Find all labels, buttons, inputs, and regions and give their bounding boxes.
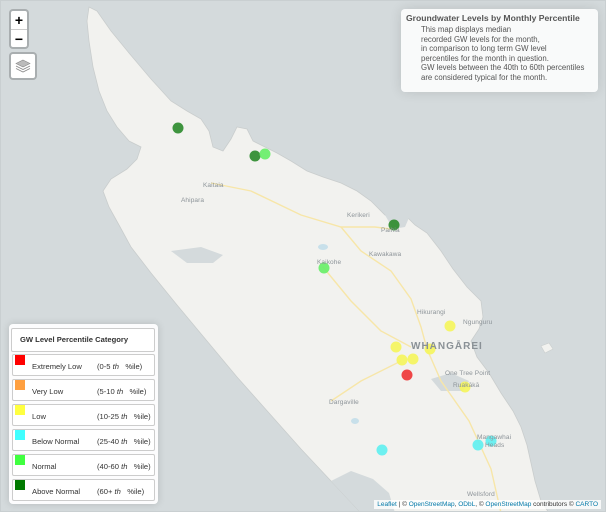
gw-site-marker[interactable] xyxy=(459,381,471,393)
legend-label: Low xyxy=(32,412,46,421)
legend-item-normal: Normal (40-60 th %ile) xyxy=(12,454,155,476)
layers-button[interactable] xyxy=(9,52,37,80)
legend-label: Very Low xyxy=(32,387,64,396)
legend-range: (25-40 th %ile) xyxy=(97,437,151,446)
place-whangarei: WHANGĀREI xyxy=(411,341,483,352)
harbour-hokianga xyxy=(171,247,223,263)
legend-swatch xyxy=(15,430,25,440)
gw-site-marker[interactable] xyxy=(388,219,400,231)
place-kaikohe: Kaikohe xyxy=(317,259,342,266)
legend-label: Normal xyxy=(32,462,57,471)
legend-range: (10-25 th %ile) xyxy=(97,412,151,421)
map-attribution: Leaflet | © OpenStreetMap, ODbL, © OpenS… xyxy=(374,500,601,509)
lake-omapere xyxy=(318,244,328,250)
layers-icon xyxy=(15,59,31,73)
zoom-out-button[interactable]: − xyxy=(11,29,27,47)
info-line: in comparison to long term GW level xyxy=(421,44,547,54)
legend-range: (60+ th %ile) xyxy=(97,487,145,496)
legend-title: GW Level Percentile Category xyxy=(11,328,155,352)
legend-swatch xyxy=(15,355,25,365)
info-line: percentiles for the month in question. xyxy=(421,53,549,63)
carto-link[interactable]: CARTO xyxy=(575,501,598,508)
odbl-link[interactable]: ODbL xyxy=(458,501,476,508)
gw-site-marker[interactable] xyxy=(318,262,330,274)
gw-site-marker[interactable] xyxy=(259,148,271,160)
gw-site-marker[interactable] xyxy=(376,444,388,456)
place-one-tree-point: One Tree Point xyxy=(445,370,491,377)
harbour-whangarei xyxy=(431,373,469,391)
gw-site-marker[interactable] xyxy=(424,343,436,355)
lake-taharoa xyxy=(351,418,359,424)
place-dargaville: Dargaville xyxy=(329,399,359,406)
zoom-in-button[interactable]: + xyxy=(14,12,24,28)
info-line: This map displays median xyxy=(421,25,512,34)
legend-swatch xyxy=(15,480,25,490)
legend-item-very-low: Very Low (5-10 th %ile) xyxy=(12,379,155,401)
place-wellsford: Wellsford xyxy=(467,491,495,498)
gw-site-marker[interactable] xyxy=(485,435,497,447)
legend-item-above-normal: Above Normal (60+ th %ile) xyxy=(12,479,155,501)
place-mangawhai-heads: Heads xyxy=(485,442,505,449)
legend-swatch xyxy=(15,455,25,465)
place-hikurangi: Hikurangi xyxy=(417,309,446,316)
gw-site-marker[interactable] xyxy=(172,122,184,134)
gw-site-marker[interactable] xyxy=(390,341,402,353)
gw-site-marker[interactable] xyxy=(444,320,456,332)
legend-label: Below Normal xyxy=(32,437,80,446)
info-panel: Groundwater Levels by Monthly Percentile… xyxy=(401,9,598,92)
land-northland xyxy=(86,6,549,511)
gw-sites xyxy=(172,122,497,456)
gw-site-marker[interactable] xyxy=(472,439,484,451)
place-kerikeri: Kerikeri xyxy=(347,212,370,219)
legend: GW Level Percentile Category Extremely L… xyxy=(9,324,158,504)
gw-site-marker[interactable] xyxy=(401,369,413,381)
place-ngunguru: Ngunguru xyxy=(463,319,493,326)
leaflet-link[interactable]: Leaflet xyxy=(377,501,397,508)
osm-link-2[interactable]: OpenStreetMap xyxy=(485,501,532,508)
info-title: Groundwater Levels by Monthly Percentile xyxy=(406,13,580,23)
gw-site-marker[interactable] xyxy=(396,354,408,366)
info-line: GW levels between the 40th to 60th perce… xyxy=(421,63,585,73)
legend-swatch xyxy=(15,405,25,415)
legend-label: Above Normal xyxy=(32,487,81,496)
info-line: are considered typical for the month. xyxy=(421,72,548,82)
legend-range: (0-5 th %ile) xyxy=(97,362,143,371)
place-paihia: Paihia xyxy=(381,227,400,234)
place-kaitaia: Kaitaia xyxy=(203,182,224,189)
place-kawakawa: Kawakawa xyxy=(369,251,402,258)
info-line: recorded GW levels for the month, xyxy=(421,34,540,44)
place-ruakaka: Ruakākā xyxy=(453,382,480,389)
osm-link[interactable]: OpenStreetMap xyxy=(408,501,455,508)
legend-swatch xyxy=(15,380,25,390)
legend-label: Extremely Low xyxy=(32,362,82,371)
legend-item-low: Low (10-25 th %ile) xyxy=(12,404,155,426)
legend-range: (5-10 th %ile) xyxy=(97,387,147,396)
legend-range: (40-60 th %ile) xyxy=(97,462,151,471)
legend-item-extremely-low: Extremely Low (0-5 th %ile) xyxy=(12,354,155,376)
gw-site-marker[interactable] xyxy=(407,353,419,365)
gw-site-marker[interactable] xyxy=(249,150,261,162)
zoom-control: + − xyxy=(9,9,29,49)
place-ahipara: Ahipara xyxy=(181,197,205,204)
place-mangawhai: Mangawhai xyxy=(477,434,512,441)
poor-knights xyxy=(540,342,554,354)
legend-item-below-normal: Below Normal (25-40 th %ile) xyxy=(12,429,155,451)
